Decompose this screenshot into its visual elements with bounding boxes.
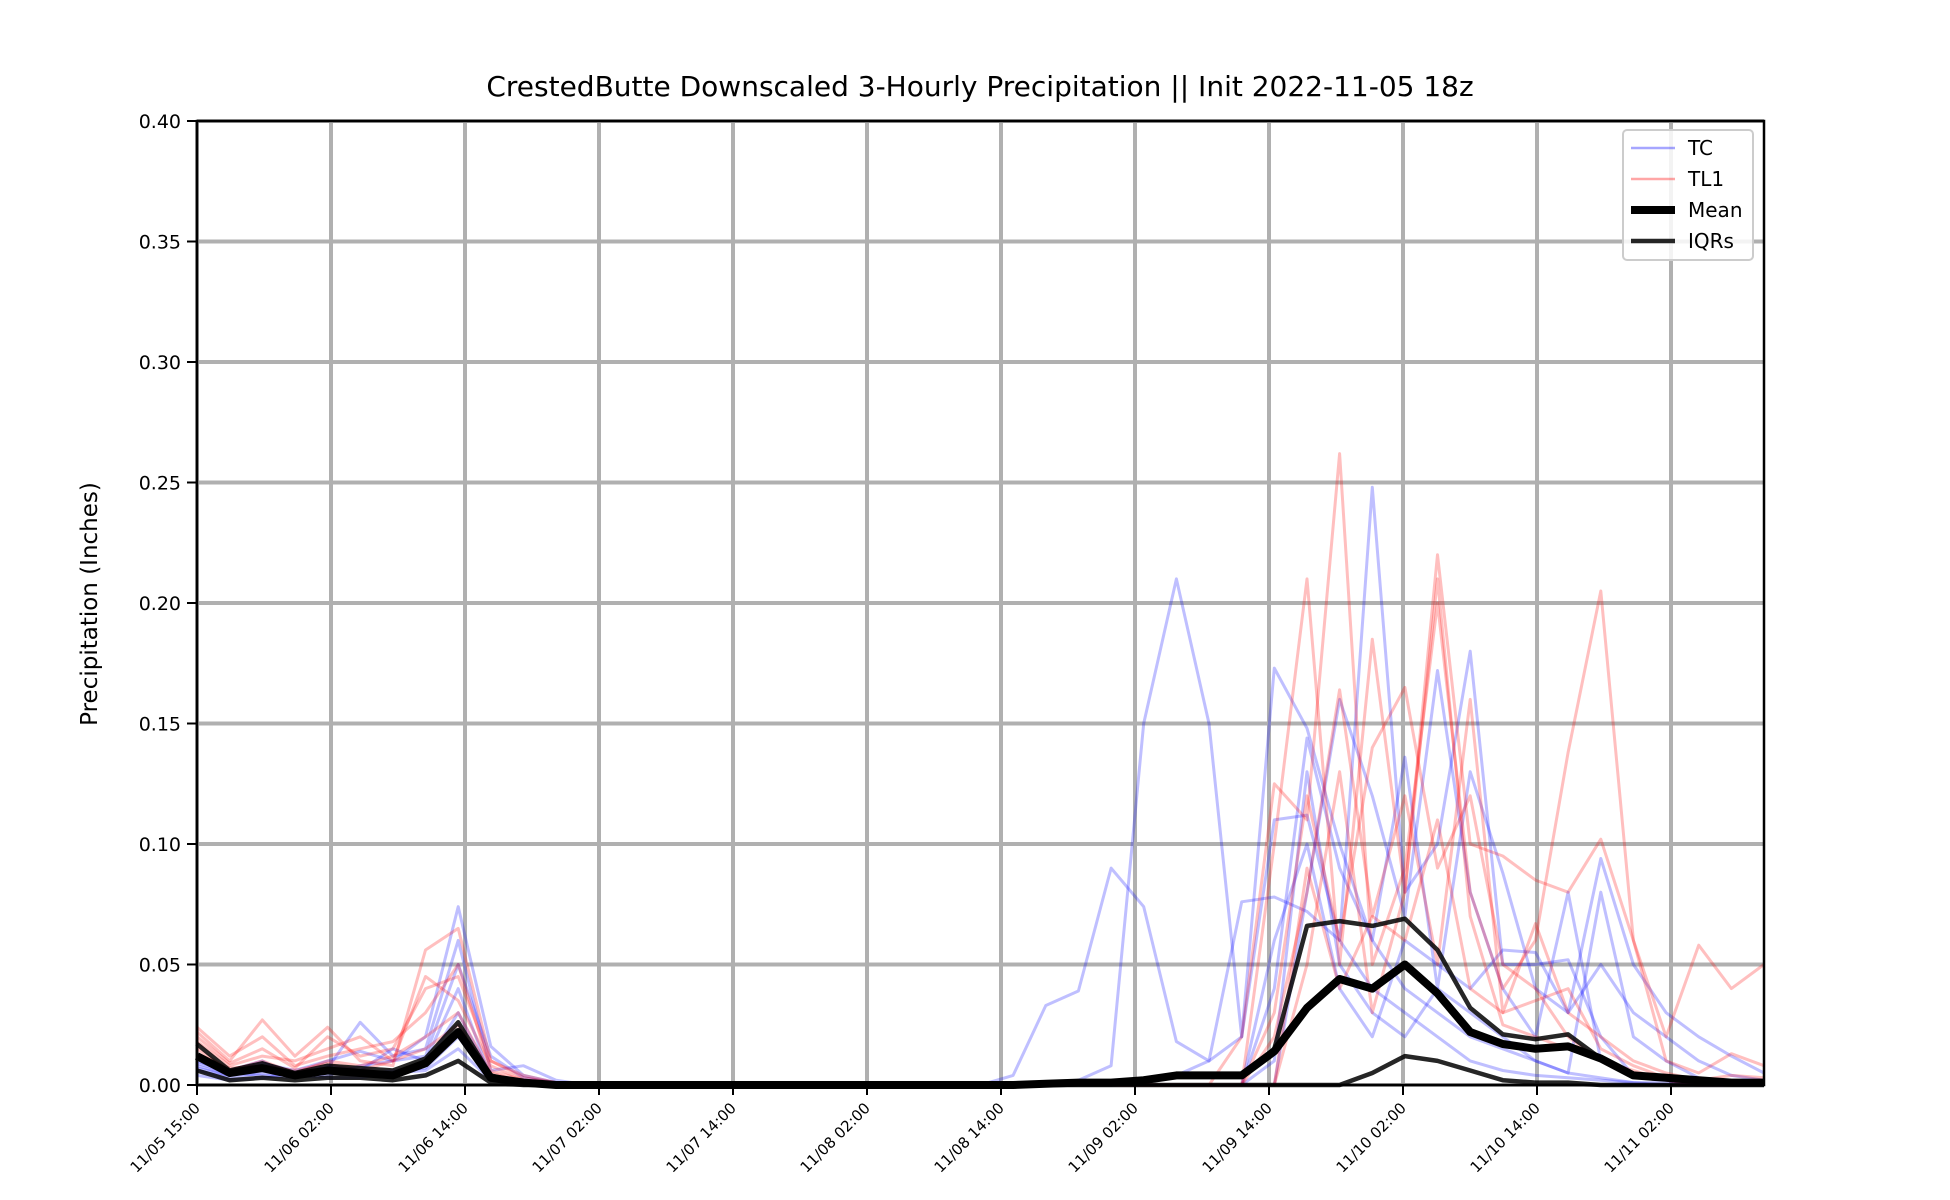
legend-label-tl1: TL1 — [1687, 167, 1724, 191]
x-tick-label: 11/07 02:00 — [529, 1099, 606, 1176]
x-tick-label: 11/10 14:00 — [1467, 1099, 1544, 1176]
y-tick-label: 0.05 — [139, 955, 181, 977]
series-line-tc-5 — [196, 485, 1764, 1087]
chart-title: CrestedButte Downscaled 3-Hourly Precipi… — [486, 70, 1473, 103]
x-tick-label: 11/09 14:00 — [1199, 1099, 1276, 1176]
x-tick-label: 11/06 02:00 — [261, 1099, 338, 1176]
legend-box — [1622, 129, 1754, 261]
x-tick-label: 11/09 02:00 — [1065, 1099, 1142, 1176]
y-tick-label: 0.20 — [139, 593, 181, 615]
x-tick-label: 11/06 14:00 — [395, 1099, 472, 1176]
y-tick-label: 0.25 — [139, 473, 181, 495]
y-tick-label: 0.40 — [139, 111, 181, 133]
legend-label-iqrs: IQRs — [1688, 229, 1734, 253]
y-axis-label: Precipitation (Inches) — [77, 482, 103, 726]
y-tick-label: 0.10 — [139, 834, 181, 856]
y-tick-label: 0.30 — [139, 352, 181, 374]
y-tick-label: 0.35 — [139, 232, 181, 254]
legend: TC TL1 Mean IQRs — [1622, 129, 1754, 261]
grid — [195, 119, 1764, 1087]
legend-label-tc: TC — [1687, 136, 1713, 160]
y-tick-label: 0.00 — [139, 1075, 181, 1097]
y-tick-label: 0.15 — [139, 714, 181, 736]
legend-label-mean: Mean — [1688, 198, 1743, 222]
series-line-tl1-10 — [196, 452, 1765, 1087]
member-series — [196, 452, 1765, 1087]
x-tick-label: 11/11 02:00 — [1601, 1099, 1678, 1176]
x-tick-label: 11/08 14:00 — [931, 1099, 1008, 1176]
x-tick-label: 11/08 02:00 — [797, 1099, 874, 1176]
x-tick-label: 11/05 15:00 — [127, 1099, 204, 1176]
x-tick-label: 11/07 14:00 — [663, 1099, 740, 1176]
x-tick-label: 11/10 02:00 — [1333, 1099, 1410, 1176]
